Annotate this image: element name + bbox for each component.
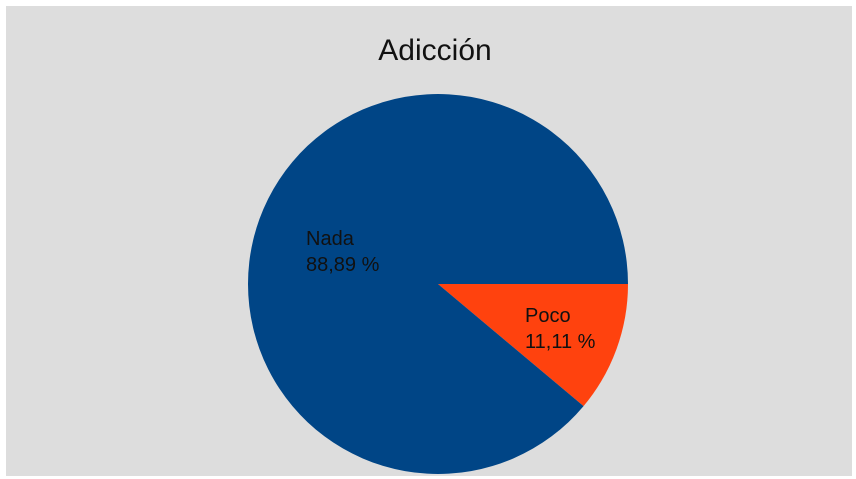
slice-label-nada: Nada: [306, 228, 355, 250]
slice-percent-nada: 88,89 %: [306, 254, 380, 276]
slice-percent-poco: 11,11 %: [525, 331, 596, 353]
chart-title: Adicción: [378, 34, 492, 67]
slice-label-poco: Poco: [525, 305, 571, 327]
pie-slice-nada: [248, 93, 628, 474]
pie-slice-poco: [438, 284, 628, 407]
